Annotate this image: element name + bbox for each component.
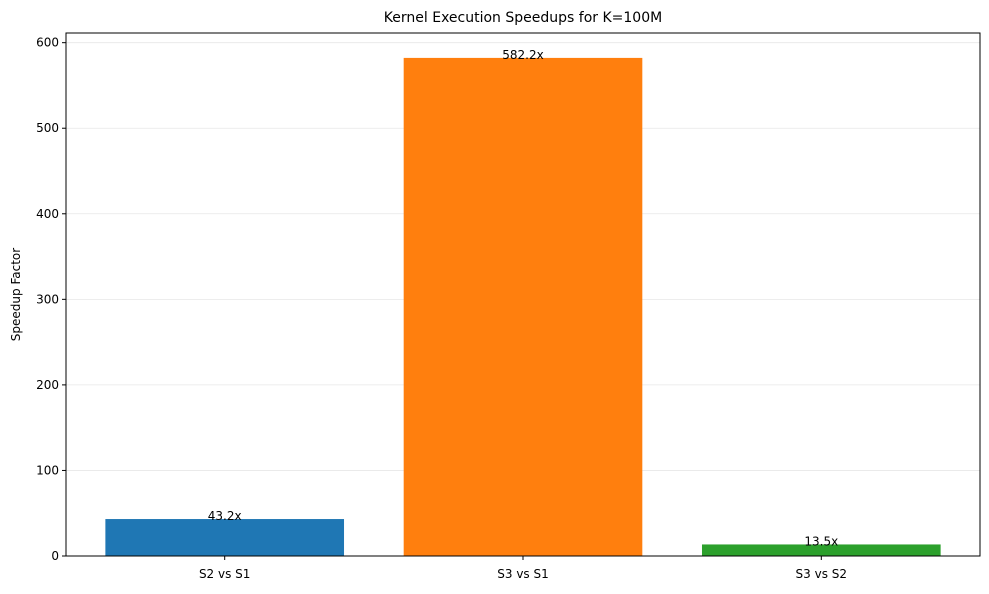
x-tick-label: S2 vs S1 xyxy=(199,567,251,581)
y-tick-label: 100 xyxy=(36,463,59,477)
x-tick-label: S3 vs S1 xyxy=(497,567,549,581)
bar-s2-vs-s1 xyxy=(105,519,345,556)
bar-value-label: 43.2x xyxy=(208,509,242,523)
bar-s3-vs-s2 xyxy=(701,544,941,556)
bar-value-label: 582.2x xyxy=(502,48,543,62)
y-tick-label: 0 xyxy=(51,549,59,563)
bars-layer xyxy=(105,57,941,557)
x-tick-label: S3 vs S2 xyxy=(796,567,848,581)
value-labels: 43.2x 582.2x 13.5x xyxy=(208,48,838,549)
y-tick-label: 300 xyxy=(36,292,59,306)
chart-title: Kernel Execution Speedups for K=100M xyxy=(384,10,662,26)
bar-value-label: 13.5x xyxy=(804,534,838,548)
y-tick-label: 400 xyxy=(36,207,59,221)
y-tick-label: 500 xyxy=(36,121,59,135)
y-tick-label: 600 xyxy=(36,36,59,50)
y-axis: 0 100 200 300 400 500 600 xyxy=(36,36,66,563)
x-axis: S2 vs S1 S3 vs S1 S3 vs S2 xyxy=(199,556,847,581)
y-axis-label: Speedup Factor xyxy=(9,248,23,341)
bar-s3-vs-s1 xyxy=(403,57,643,557)
y-tick-label: 200 xyxy=(36,378,59,392)
